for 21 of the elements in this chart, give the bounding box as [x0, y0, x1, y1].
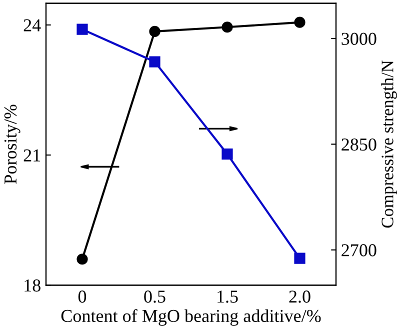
x-tick-label: 2.0	[289, 290, 310, 303]
point	[222, 22, 233, 33]
y-tick-label: 24	[24, 19, 41, 32]
x-tick-label: 0	[78, 290, 86, 303]
y2-axis-title: Compressive strength/N	[381, 60, 397, 228]
y-tick-label: 21	[24, 149, 40, 162]
point	[76, 24, 88, 35]
point	[149, 26, 160, 38]
point	[149, 56, 160, 68]
y-tick-label: 18	[24, 279, 40, 292]
point	[294, 16, 306, 28]
point	[76, 254, 88, 265]
x-tick-label: 1.5	[218, 290, 238, 303]
point	[222, 148, 233, 160]
x-axis-title: Content of MgO bearing additive/%	[61, 309, 321, 326]
y-axis-title: Porosity/%	[4, 104, 20, 184]
y2-tick-label: 2850	[342, 138, 376, 151]
y2-tick-label: 2700	[342, 244, 376, 256]
point	[294, 252, 306, 264]
y2-tick-label: 3000	[342, 32, 376, 45]
x-tick-label: 0.5	[144, 290, 166, 303]
